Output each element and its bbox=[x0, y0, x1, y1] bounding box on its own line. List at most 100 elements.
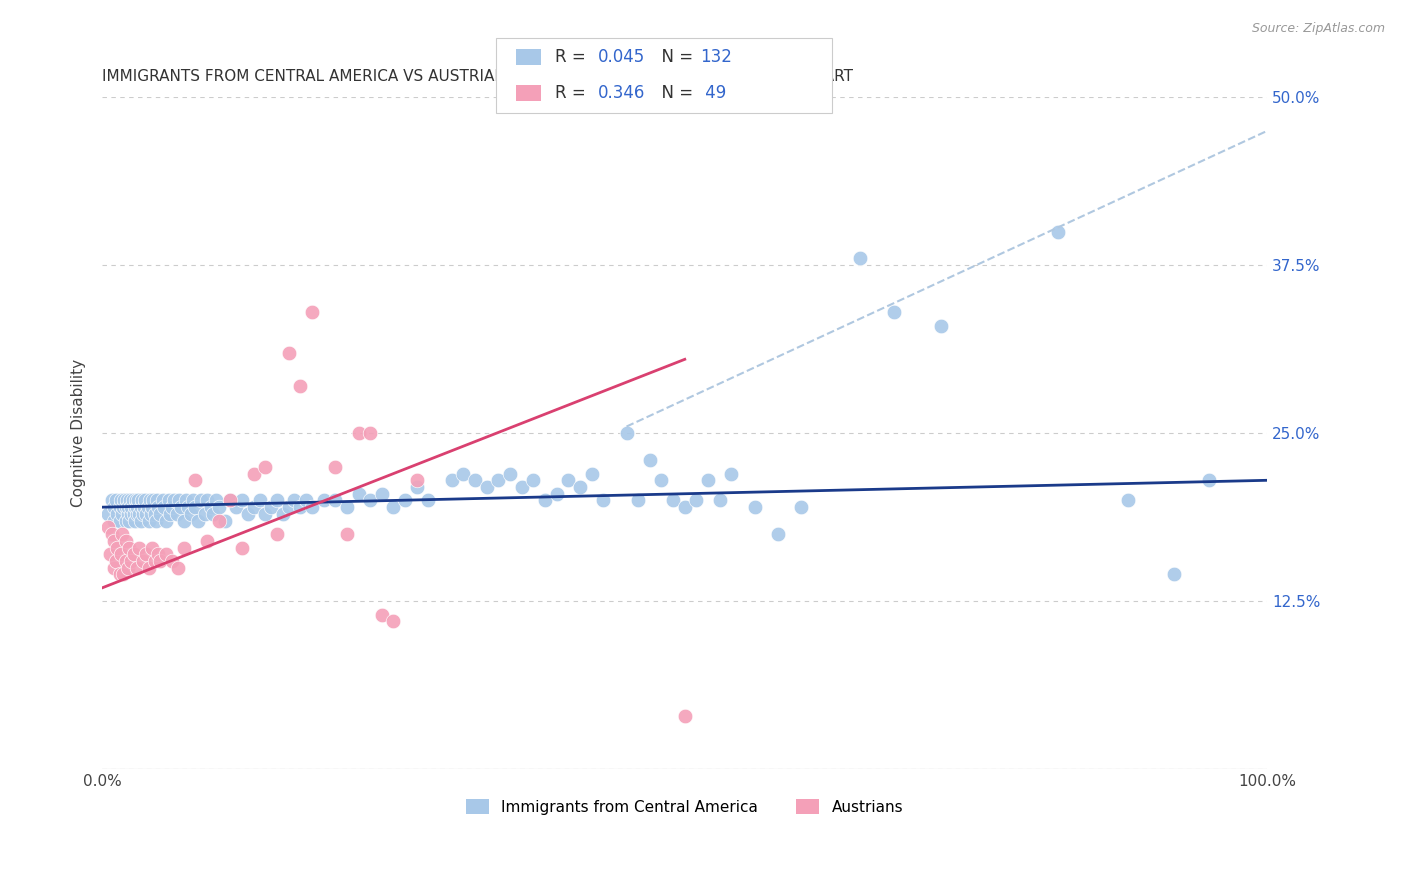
Point bbox=[155, 547, 177, 561]
Point bbox=[146, 500, 169, 515]
Point bbox=[120, 493, 142, 508]
Point bbox=[173, 541, 195, 555]
Point bbox=[685, 493, 707, 508]
Point bbox=[100, 493, 122, 508]
Text: IMMIGRANTS FROM CENTRAL AMERICA VS AUSTRIAN COGNITIVE DISABILITY CORRELATION CHA: IMMIGRANTS FROM CENTRAL AMERICA VS AUSTR… bbox=[103, 69, 853, 84]
Point bbox=[105, 507, 128, 521]
Point bbox=[163, 493, 186, 508]
Point bbox=[848, 252, 870, 266]
Point bbox=[568, 480, 591, 494]
Point bbox=[405, 480, 427, 494]
Y-axis label: Cognitive Disability: Cognitive Disability bbox=[72, 359, 86, 508]
Point bbox=[118, 541, 141, 555]
Point bbox=[616, 426, 638, 441]
Point bbox=[141, 507, 163, 521]
Point bbox=[103, 514, 125, 528]
Point bbox=[159, 507, 181, 521]
Point bbox=[184, 473, 207, 487]
Point bbox=[254, 507, 277, 521]
Point bbox=[132, 507, 155, 521]
Point bbox=[146, 547, 169, 561]
Point bbox=[440, 473, 463, 487]
Point bbox=[153, 500, 176, 515]
Point bbox=[205, 493, 228, 508]
Point bbox=[117, 560, 139, 574]
Point bbox=[336, 527, 359, 541]
Point bbox=[177, 500, 200, 515]
Point bbox=[111, 527, 134, 541]
Point bbox=[312, 493, 335, 508]
Point bbox=[194, 507, 217, 521]
Point bbox=[103, 560, 125, 574]
Point bbox=[128, 507, 150, 521]
Point bbox=[359, 493, 381, 508]
Point bbox=[277, 500, 299, 515]
Text: 0.346: 0.346 bbox=[598, 84, 645, 102]
Point bbox=[534, 493, 557, 508]
Legend: Immigrants from Central America, Austrians: Immigrants from Central America, Austria… bbox=[458, 791, 911, 822]
Point bbox=[394, 493, 416, 508]
Point bbox=[271, 507, 294, 521]
Point bbox=[929, 318, 952, 333]
Point bbox=[301, 500, 323, 515]
Point bbox=[290, 379, 312, 393]
Point bbox=[155, 514, 177, 528]
Point bbox=[120, 500, 142, 515]
Point bbox=[709, 493, 731, 508]
Point bbox=[160, 554, 183, 568]
Point bbox=[371, 487, 394, 501]
Point bbox=[114, 500, 136, 515]
Text: 132: 132 bbox=[700, 48, 733, 66]
Point bbox=[336, 500, 359, 515]
Point bbox=[662, 493, 685, 508]
Point bbox=[120, 507, 142, 521]
Point bbox=[347, 487, 370, 501]
Point bbox=[214, 514, 236, 528]
Point bbox=[1163, 567, 1185, 582]
Point bbox=[418, 493, 440, 508]
Point bbox=[111, 507, 134, 521]
Point bbox=[295, 493, 318, 508]
Point bbox=[208, 514, 231, 528]
Point bbox=[127, 500, 149, 515]
Point bbox=[115, 493, 138, 508]
Point bbox=[260, 500, 283, 515]
Point bbox=[382, 500, 405, 515]
Text: 49: 49 bbox=[700, 84, 727, 102]
Point bbox=[225, 500, 247, 515]
Point bbox=[1116, 493, 1139, 508]
Point bbox=[405, 473, 427, 487]
Point bbox=[108, 500, 131, 515]
Point bbox=[249, 493, 271, 508]
Point bbox=[114, 554, 136, 568]
Point bbox=[100, 527, 122, 541]
Point bbox=[254, 459, 277, 474]
Point bbox=[117, 507, 139, 521]
Point bbox=[145, 514, 167, 528]
Point bbox=[323, 493, 346, 508]
Point bbox=[231, 493, 253, 508]
Point bbox=[187, 514, 209, 528]
Point bbox=[112, 500, 135, 515]
Point bbox=[522, 473, 544, 487]
Point bbox=[129, 500, 152, 515]
Point bbox=[118, 514, 141, 528]
Point bbox=[132, 554, 155, 568]
Point bbox=[200, 500, 222, 515]
Point bbox=[581, 467, 603, 481]
Point bbox=[143, 507, 166, 521]
Point bbox=[142, 493, 165, 508]
Point bbox=[97, 507, 120, 521]
Point bbox=[135, 507, 157, 521]
Text: R =: R = bbox=[555, 48, 592, 66]
Point bbox=[112, 567, 135, 582]
Point bbox=[141, 541, 163, 555]
Point bbox=[720, 467, 742, 481]
Point bbox=[453, 467, 475, 481]
Point bbox=[105, 493, 128, 508]
Point bbox=[125, 493, 148, 508]
Point bbox=[128, 541, 150, 555]
Point bbox=[124, 500, 146, 515]
Point bbox=[1198, 473, 1220, 487]
Point bbox=[174, 493, 197, 508]
